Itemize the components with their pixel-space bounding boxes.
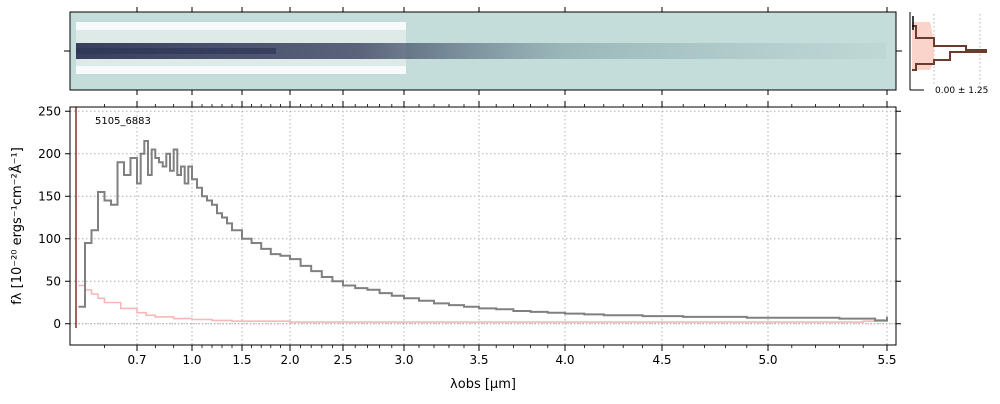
y-tick-label: 100 (38, 232, 61, 246)
x-axis-label: λobs [μm] (450, 377, 516, 392)
series-line-flux (78, 140, 888, 322)
spectrum-2d-image-panel (64, 7, 902, 95)
x-tick-label: 2.0 (280, 353, 299, 367)
y-axis: 0 50 100 150 200 250 (38, 104, 901, 331)
y-tick-label: 250 (38, 104, 61, 118)
spatial-profile-panel: 0.00 ± 1.25 (909, 12, 988, 96)
profile-label: 0.00 ± 1.25 (935, 86, 988, 96)
spectrum-1d-panel: 0.7 1.0 1.5 2.0 2.5 3.0 3.5 4.0 4.5 5.0 5.5 0 50 100… (9, 101, 901, 392)
profile-line (912, 25, 987, 71)
trace-peak (76, 48, 276, 54)
plot-frame (69, 106, 897, 346)
spectrum-id-label: 5105_6883 (95, 116, 151, 127)
profile-marks (909, 12, 987, 91)
profile-fill (912, 22, 934, 70)
x-tick-label: 5.0 (758, 353, 777, 367)
x-tick-label: 0.7 (127, 353, 146, 367)
image-ticks (64, 7, 902, 95)
image-trace (76, 22, 886, 74)
y-tick-label: 0 (53, 317, 61, 331)
x-axis: 0.7 1.0 1.5 2.0 2.5 3.0 3.5 4.0 4.5 5.0 5.5 (104, 101, 897, 367)
y-tick-label: 50 (46, 274, 61, 288)
series-line-uncertainty (78, 284, 888, 323)
x-tick-label: 1.5 (232, 353, 251, 367)
series-layer (75, 107, 888, 328)
y-tick-label: 150 (38, 189, 61, 203)
x-tick-label: 3.0 (394, 353, 413, 367)
x-tick-label: 4.0 (555, 353, 574, 367)
x-tick-label: 2.5 (333, 353, 352, 367)
y-tick-label: 200 (38, 147, 61, 161)
x-tick-label: 5.5 (877, 353, 896, 367)
x-tick-label: 4.5 (652, 353, 671, 367)
x-tick-label: 1.0 (182, 353, 201, 367)
y-axis-label: fλ [10⁻²⁰ ergs⁻¹cm⁻²Å⁻¹] (9, 147, 25, 305)
x-tick-label: 3.5 (469, 353, 488, 367)
grid (70, 107, 896, 345)
trace-core (76, 43, 886, 59)
